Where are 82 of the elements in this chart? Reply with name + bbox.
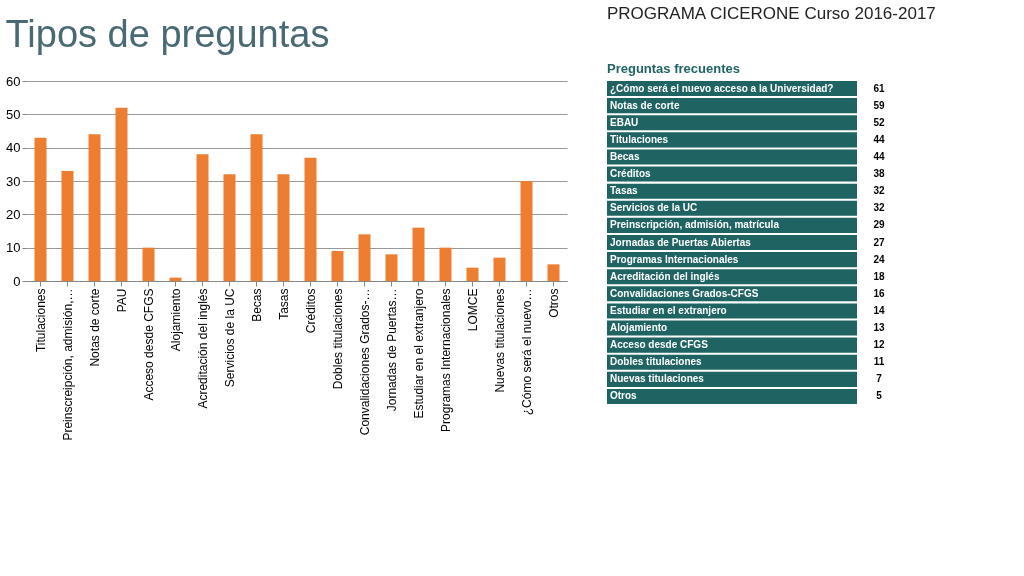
x-tick-label: Programas Internacionales [438, 288, 453, 432]
bar [493, 257, 506, 281]
category-label: EBAU [610, 116, 639, 128]
data-label: 61 [873, 82, 885, 94]
category-label: Notas de corte [610, 99, 680, 111]
x-tick-label: Preinscreipción, admisión,… [60, 288, 75, 441]
bar [547, 264, 560, 281]
x-tick-label: Acreditación del inglés [195, 288, 210, 409]
y-tick-label: 50 [6, 106, 21, 122]
bar [250, 134, 263, 281]
category-label: Tasas [610, 185, 639, 197]
y-tick-label: 60 [6, 73, 21, 89]
bar [34, 137, 47, 281]
category-label: Jornadas de Puertas Abiertas [610, 236, 752, 248]
bar [331, 251, 344, 281]
data-label: 27 [873, 236, 885, 248]
x-tick-label: Créditos [303, 288, 318, 334]
data-label: 14 [873, 304, 885, 316]
x-tick-label: Becas [249, 288, 264, 322]
x-tick-label: Titulaciones [33, 288, 48, 353]
data-label: 38 [873, 168, 885, 180]
data-label: 11 [873, 356, 885, 368]
bar [88, 134, 101, 281]
data-label: 29 [873, 219, 885, 231]
bar [196, 154, 209, 281]
x-tick-label: Tasas [276, 288, 291, 320]
category-label: Preinscripción, admisión, matrícula [610, 219, 780, 231]
data-label: 12 [873, 339, 885, 351]
data-label: 24 [873, 253, 885, 265]
data-label: 16 [873, 287, 885, 299]
text: Preguntas frecuentes [607, 61, 740, 76]
bar [358, 234, 371, 281]
category-label: Créditos [610, 168, 651, 180]
data-label: 44 [873, 150, 885, 162]
y-tick-label: 20 [6, 206, 21, 222]
category-label: Convalidaciones Grados-CFGS [610, 287, 759, 299]
x-tick-label: ¿Cómo será el nuevo… [519, 288, 534, 416]
data-label: 13 [873, 322, 885, 334]
bar [169, 277, 182, 281]
category-label: Acreditación del inglés [610, 270, 720, 282]
bar [304, 157, 317, 281]
x-tick-label: Notas de corte [87, 288, 102, 367]
text: PROGRAMA CICERONE Curso 2016-2017 [607, 4, 936, 23]
x-tick-label: Alojamiento [168, 288, 183, 352]
data-label: 44 [873, 133, 885, 145]
bar [466, 267, 479, 281]
category-label: Servicios de la UC [610, 202, 698, 214]
x-tick-label: LOMCE [465, 288, 480, 332]
x-tick-label: Acceso desde CFGS [141, 288, 156, 401]
data-label: 7 [876, 373, 883, 385]
data-label: 32 [873, 202, 885, 214]
x-tick-label: Servicios de la UC [222, 288, 237, 388]
data-label: 32 [873, 185, 885, 197]
chart-title: Tipos de preguntas [5, 13, 330, 55]
data-label: 59 [873, 99, 885, 111]
bar [520, 181, 533, 281]
y-tick-label: 30 [6, 173, 21, 189]
x-tick-label: PAU [114, 288, 129, 313]
y-tick-label: 0 [13, 273, 21, 289]
category-label: ¿Cómo será el nuevo acceso a la Universidad? [610, 82, 834, 95]
bar [223, 174, 236, 281]
category-label: Becas [610, 150, 640, 162]
bar [277, 174, 290, 281]
x-tick-label: Convalidaciones Grados-… [357, 288, 372, 436]
x-tick-label: Jornadas de Puertas… [384, 288, 399, 412]
x-tick-label: Estudiar en el extranjero [411, 288, 426, 419]
bar [412, 227, 425, 281]
data-label: 5 [876, 390, 883, 402]
bar [385, 254, 398, 281]
y-tick-label: 10 [6, 240, 21, 256]
data-label: 18 [873, 270, 885, 282]
x-tick-label: Dobles titulaciones [330, 288, 345, 390]
bar [115, 107, 128, 281]
x-tick-label: Otros [546, 288, 561, 318]
category-label: Programas Internacionales [610, 253, 739, 265]
category-label: Titulaciones [610, 133, 669, 145]
bar [439, 247, 452, 281]
data-label: 52 [873, 116, 885, 128]
y-tick-label: 40 [6, 140, 21, 156]
bar [142, 247, 155, 281]
x-tick-label: Nuevas titulaciones [492, 288, 507, 393]
bar [61, 171, 74, 281]
